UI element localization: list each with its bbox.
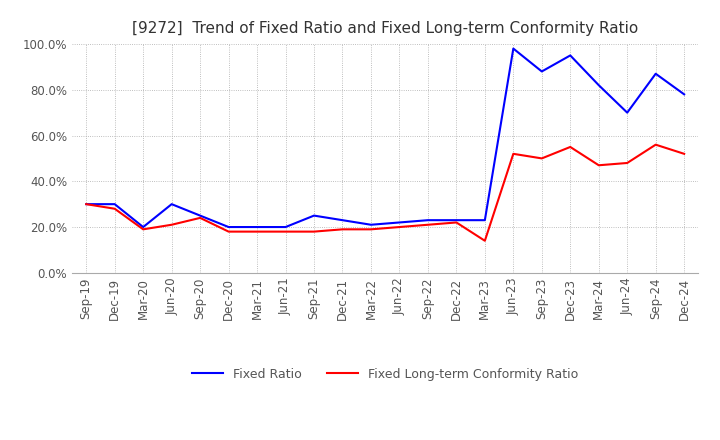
- Fixed Ratio: [680, 92, 688, 97]
- Fixed Ratio: [82, 202, 91, 207]
- Fixed Long-term Conformity Ratio: [509, 151, 518, 157]
- Fixed Ratio: [225, 224, 233, 230]
- Fixed Ratio: [253, 224, 261, 230]
- Fixed Ratio: [509, 46, 518, 51]
- Fixed Ratio: [480, 217, 489, 223]
- Fixed Long-term Conformity Ratio: [366, 227, 375, 232]
- Fixed Ratio: [395, 220, 404, 225]
- Fixed Long-term Conformity Ratio: [623, 160, 631, 165]
- Fixed Long-term Conformity Ratio: [452, 220, 461, 225]
- Fixed Ratio: [338, 217, 347, 223]
- Fixed Long-term Conformity Ratio: [196, 215, 204, 220]
- Fixed Ratio: [139, 224, 148, 230]
- Fixed Long-term Conformity Ratio: [282, 229, 290, 234]
- Fixed Long-term Conformity Ratio: [480, 238, 489, 243]
- Fixed Long-term Conformity Ratio: [680, 151, 688, 157]
- Fixed Long-term Conformity Ratio: [395, 224, 404, 230]
- Fixed Ratio: [282, 224, 290, 230]
- Line: Fixed Long-term Conformity Ratio: Fixed Long-term Conformity Ratio: [86, 145, 684, 241]
- Fixed Long-term Conformity Ratio: [167, 222, 176, 227]
- Fixed Long-term Conformity Ratio: [82, 202, 91, 207]
- Fixed Long-term Conformity Ratio: [566, 144, 575, 150]
- Fixed Ratio: [452, 217, 461, 223]
- Fixed Ratio: [366, 222, 375, 227]
- Fixed Long-term Conformity Ratio: [225, 229, 233, 234]
- Fixed Long-term Conformity Ratio: [338, 227, 347, 232]
- Line: Fixed Ratio: Fixed Ratio: [86, 48, 684, 227]
- Fixed Long-term Conformity Ratio: [595, 163, 603, 168]
- Fixed Ratio: [110, 202, 119, 207]
- Fixed Ratio: [652, 71, 660, 77]
- Fixed Ratio: [423, 217, 432, 223]
- Fixed Long-term Conformity Ratio: [110, 206, 119, 211]
- Fixed Ratio: [566, 53, 575, 58]
- Title: [9272]  Trend of Fixed Ratio and Fixed Long-term Conformity Ratio: [9272] Trend of Fixed Ratio and Fixed Lo…: [132, 21, 639, 36]
- Fixed Ratio: [595, 83, 603, 88]
- Fixed Long-term Conformity Ratio: [310, 229, 318, 234]
- Fixed Ratio: [167, 202, 176, 207]
- Fixed Long-term Conformity Ratio: [423, 222, 432, 227]
- Fixed Ratio: [196, 213, 204, 218]
- Fixed Ratio: [537, 69, 546, 74]
- Fixed Long-term Conformity Ratio: [652, 142, 660, 147]
- Legend: Fixed Ratio, Fixed Long-term Conformity Ratio: Fixed Ratio, Fixed Long-term Conformity …: [187, 363, 583, 385]
- Fixed Ratio: [310, 213, 318, 218]
- Fixed Long-term Conformity Ratio: [253, 229, 261, 234]
- Fixed Ratio: [623, 110, 631, 115]
- Fixed Long-term Conformity Ratio: [537, 156, 546, 161]
- Fixed Long-term Conformity Ratio: [139, 227, 148, 232]
